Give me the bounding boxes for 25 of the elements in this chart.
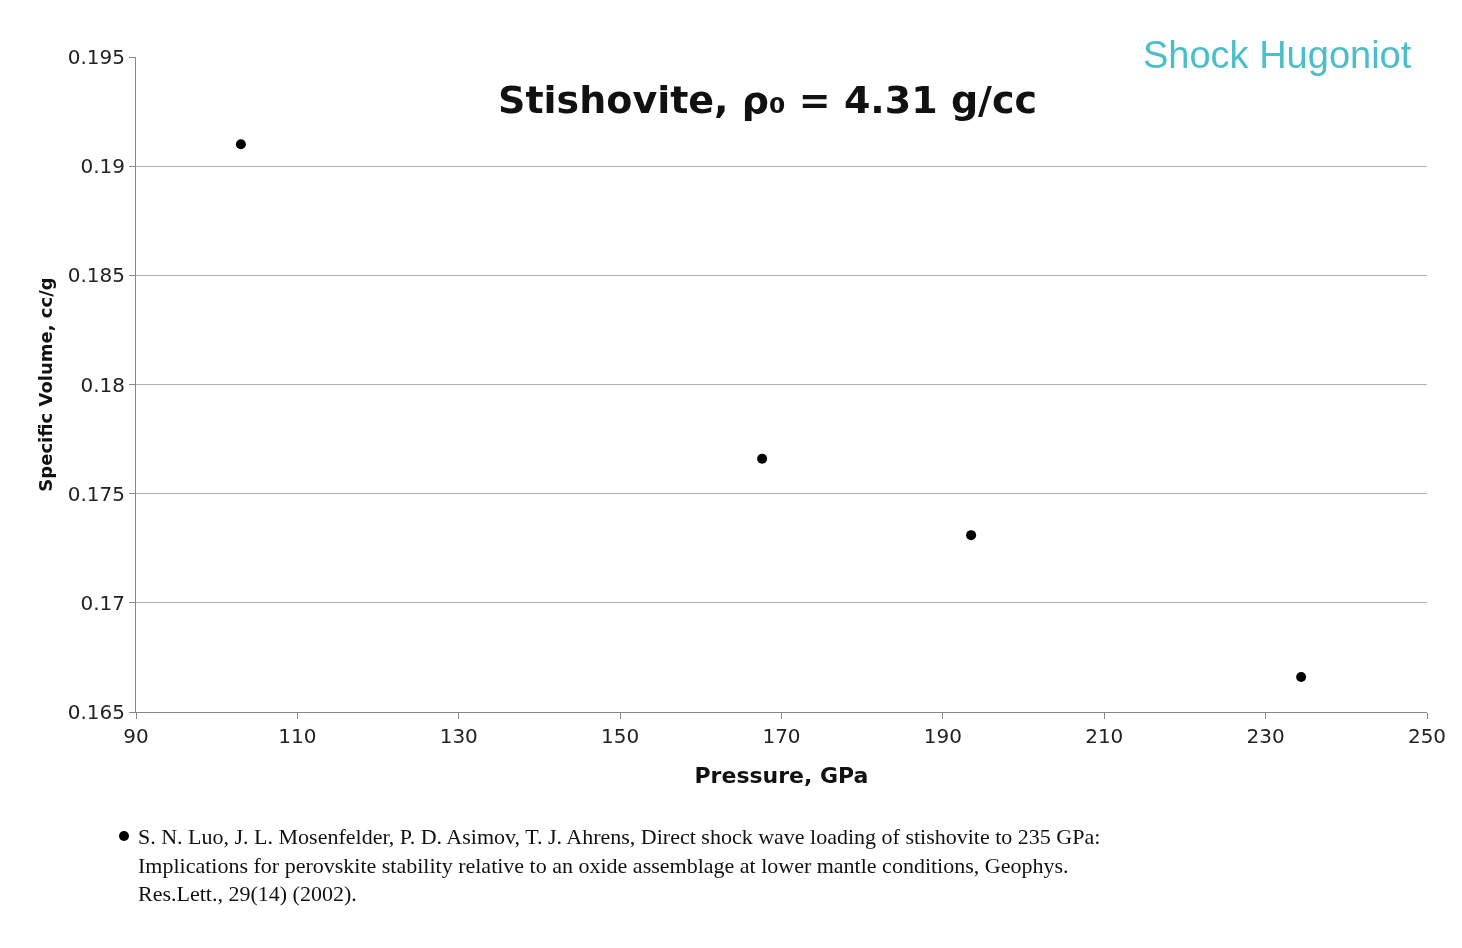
y-tick-label: 0.19 bbox=[80, 154, 125, 179]
x-tick-label: 190 bbox=[923, 724, 962, 748]
point bbox=[966, 530, 977, 541]
y-tick-label: 0.175 bbox=[67, 481, 125, 506]
point bbox=[757, 453, 768, 464]
x-tick-label: 110 bbox=[278, 724, 317, 748]
chart-subtitle: Shock Hugoniot bbox=[1143, 34, 1412, 76]
x-tick-label: 130 bbox=[439, 724, 478, 748]
y-tick-label: 0.17 bbox=[80, 590, 125, 615]
y-tick-label: 0.18 bbox=[80, 372, 125, 397]
y-tick-label: 0.185 bbox=[67, 263, 125, 288]
x-tick-label: 250 bbox=[1407, 724, 1447, 748]
y-tick-label: 0.195 bbox=[67, 45, 125, 69]
text: S. N. Luo, J. L. Mosenfelder, P. D. Asimov, T. J. Ahrens, Direct shock wave loading of stishovite to 235 GPa: Implications for perovskite stability relative to an oxide assemblage at lower mantle conditions, Geophys. Res.Lett., 29(14) (2002). bbox=[138, 824, 1101, 907]
x-tick-label: 210 bbox=[1085, 724, 1124, 748]
x-axis-title: Pressure, GPa bbox=[694, 762, 869, 788]
x-tick-label: 170 bbox=[762, 724, 801, 748]
y-axis-title: Specific Volume, cc/g bbox=[34, 277, 56, 492]
text: Stishovite, ρ₀ = 4.31 g/cc bbox=[498, 78, 1038, 123]
x-tick-label: 150 bbox=[601, 724, 640, 748]
y-tick-label: 0.165 bbox=[67, 700, 125, 724]
x-tick-label: 90 bbox=[123, 724, 149, 748]
point bbox=[1296, 672, 1307, 683]
point bbox=[235, 139, 246, 150]
x-tick-label: 230 bbox=[1246, 724, 1285, 748]
